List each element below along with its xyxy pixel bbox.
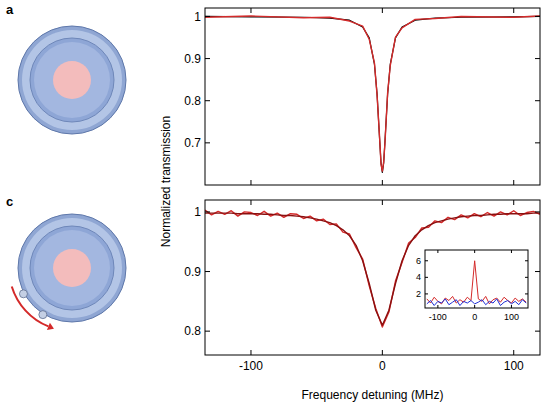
- y-tick: [535, 211, 540, 212]
- y-tick-label: 0.8: [184, 324, 201, 338]
- chart-0: 0.7 0.8 0.9 1: [184, 8, 540, 185]
- ring-highlight: [22, 30, 122, 130]
- x-axis-title: Frequency detuning (MHz): [301, 388, 443, 402]
- x-tick: [382, 8, 383, 13]
- y-tick: [535, 58, 540, 59]
- chart-1: -100 0 100 0.8 0.9 1: [184, 200, 540, 373]
- y-tick: [525, 277, 528, 278]
- x-tick: [513, 180, 514, 185]
- ring-outer: [18, 214, 126, 322]
- y-tick: [525, 260, 528, 261]
- x-tick: [513, 200, 514, 205]
- y-tick: [205, 100, 210, 101]
- x-tick: [250, 180, 251, 185]
- x-tick: [437, 250, 438, 253]
- y-tick-label: 6: [416, 256, 421, 266]
- x-tick-label: 0: [472, 312, 477, 322]
- x-tick: [437, 305, 438, 308]
- ring-highlight: [22, 218, 122, 318]
- panel-letter: a: [6, 2, 14, 17]
- series-line: [205, 16, 540, 171]
- resonator-schematic: [12, 214, 126, 330]
- plot-frame: [425, 250, 528, 308]
- y-tick: [205, 142, 210, 143]
- y-tick-label: 0.9: [184, 265, 201, 279]
- resonator-schematic: [18, 26, 126, 134]
- panel-letter: c: [6, 194, 13, 209]
- plot-background: [205, 8, 540, 185]
- x-tick: [511, 250, 512, 253]
- figure: 0.7 0.8 0.9 1 a Normalized transmission -100 0 1…: [0, 0, 556, 414]
- y-tick: [205, 271, 210, 272]
- series-line: [427, 299, 526, 306]
- x-tick-label: -100: [239, 359, 263, 373]
- y-tick: [425, 293, 428, 294]
- y-tick: [535, 271, 540, 272]
- x-tick: [250, 200, 251, 205]
- scatterer: [39, 311, 47, 319]
- arrow-head: [47, 323, 54, 330]
- series-group: [205, 210, 540, 327]
- plot-frame: [205, 200, 540, 355]
- x-tick: [250, 350, 251, 355]
- pillar: [53, 249, 91, 287]
- y-tick: [535, 16, 540, 17]
- y-tick-label: 1: [194, 205, 201, 219]
- x-tick: [382, 350, 383, 355]
- y-axis-title: Normalized transmission: [159, 116, 173, 247]
- disk: [34, 42, 110, 118]
- ring-inner: [30, 226, 114, 310]
- x-tick: [474, 250, 475, 253]
- x-tick: [250, 8, 251, 13]
- x-tick-label: 100: [504, 359, 524, 373]
- x-tick-label: 100: [504, 312, 519, 322]
- y-tick: [205, 331, 210, 332]
- pillar: [53, 61, 91, 99]
- y-tick: [535, 142, 540, 143]
- series-line: [427, 261, 526, 304]
- y-tick-label: 2: [416, 289, 421, 299]
- series-group: [205, 16, 540, 172]
- page: {"chart_data": [ {"type": "line", "title…: [0, 0, 556, 414]
- plot-background: [205, 200, 540, 355]
- arrow-arc: [12, 286, 49, 326]
- ring-inner: [30, 38, 114, 122]
- disk: [34, 230, 110, 306]
- y-tick-label: 1: [194, 10, 201, 24]
- y-tick: [525, 293, 528, 294]
- y-tick: [425, 277, 428, 278]
- series-line: [205, 213, 540, 325]
- y-tick: [205, 58, 210, 59]
- x-tick-label: -100: [429, 312, 447, 322]
- y-tick: [425, 260, 428, 261]
- y-tick-label: 0.7: [184, 136, 201, 150]
- ring-outer: [18, 26, 126, 134]
- series-line: [205, 210, 540, 327]
- chart-2: -100 0 100 2 4 6: [416, 250, 528, 322]
- x-tick: [513, 8, 514, 13]
- series-group: [427, 261, 526, 306]
- x-tick: [513, 350, 514, 355]
- background: [0, 0, 556, 414]
- y-tick-label: 0.8: [184, 94, 201, 108]
- series-line: [205, 16, 540, 172]
- x-tick-label: 0: [379, 359, 386, 373]
- plot-background: [425, 250, 528, 308]
- x-tick: [382, 180, 383, 185]
- y-tick: [535, 100, 540, 101]
- y-tick-label: 0.9: [184, 52, 201, 66]
- plot-frame: [205, 8, 540, 185]
- y-tick: [205, 211, 210, 212]
- y-tick: [205, 16, 210, 17]
- x-tick: [511, 305, 512, 308]
- x-tick: [382, 200, 383, 205]
- y-tick-label: 4: [416, 272, 421, 282]
- y-tick: [535, 331, 540, 332]
- scatterer: [19, 290, 27, 298]
- x-tick: [474, 305, 475, 308]
